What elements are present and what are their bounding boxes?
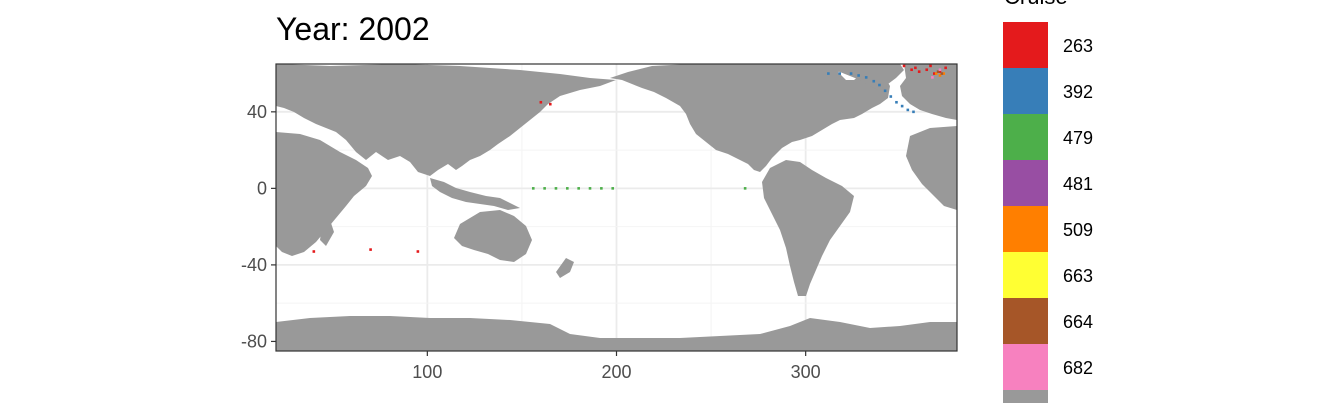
- land-japan: [484, 96, 502, 122]
- track-point-509: [942, 72, 946, 75]
- track-point-263: [933, 72, 936, 75]
- track-point-263: [539, 100, 543, 104]
- track-point-479: [588, 187, 592, 190]
- legend-swatch: [1003, 344, 1048, 390]
- track-point-263: [369, 248, 372, 251]
- track-point-392: [857, 74, 860, 77]
- track-point-479: [543, 187, 546, 190]
- track-point-263: [925, 68, 929, 72]
- track-point-479: [566, 187, 569, 190]
- track-point-664: [936, 70, 940, 73]
- legend-label: 479: [1063, 128, 1093, 148]
- land-australia: [454, 210, 532, 262]
- legend-label: 663: [1063, 266, 1093, 286]
- legend-swatch: [1003, 390, 1048, 408]
- track-point-682: [931, 76, 934, 79]
- track-point-263: [917, 70, 921, 73]
- track-point-263: [944, 66, 947, 70]
- track-point-263: [929, 64, 932, 68]
- legend-swatch: [1003, 114, 1048, 160]
- y-tick-label: -40: [241, 255, 267, 275]
- track-point-392: [878, 83, 881, 87]
- land-madagascar: [320, 220, 334, 246]
- y-tick-label: 40: [247, 102, 267, 122]
- land-north-america: [610, 64, 890, 172]
- track-point-263: [910, 68, 913, 72]
- y-tick-label: 0: [257, 178, 267, 198]
- track-point-392: [864, 76, 868, 79]
- x-tick-label: 300: [791, 362, 821, 382]
- track-point-392: [872, 79, 876, 83]
- track-point-263: [938, 70, 942, 73]
- land-greenland: [822, 64, 904, 90]
- land-eurasia: [276, 64, 616, 176]
- legend-swatch: [1003, 22, 1048, 68]
- track-point-479: [577, 187, 580, 190]
- track-point-479: [600, 187, 603, 190]
- legend-label: 664: [1063, 312, 1093, 332]
- track-point-479: [743, 187, 747, 190]
- land-south-america: [762, 160, 854, 296]
- track-point-263: [902, 64, 906, 68]
- land-masses: [276, 64, 957, 351]
- land-africa: [276, 132, 372, 256]
- legend-swatch: [1003, 160, 1048, 206]
- track-point-509: [934, 72, 938, 75]
- track-point-479: [611, 187, 615, 190]
- land-africa-west: [906, 126, 957, 210]
- grid-lines: [276, 64, 957, 351]
- track-point-392: [906, 108, 910, 112]
- track-point-664: [940, 72, 944, 75]
- land-antarctica: [276, 316, 957, 351]
- land-indonesia: [430, 178, 520, 210]
- track-point-479: [554, 187, 558, 190]
- track-point-263: [548, 102, 552, 106]
- legend: Cruise 263 392 479 481 509 663 664 682: [1003, 0, 1093, 408]
- track-point-682: [938, 68, 942, 72]
- legend-label: 481: [1063, 174, 1093, 194]
- legend-swatch: [1003, 206, 1048, 252]
- y-tick-label: -80: [241, 331, 267, 351]
- map-panel: [276, 64, 957, 351]
- track-point-263: [312, 250, 316, 253]
- land-europe-west: [900, 64, 957, 120]
- track-point-509: [938, 74, 942, 77]
- chart-title: Year: 2002: [276, 11, 430, 47]
- x-tick-label: 100: [412, 362, 442, 382]
- track-point-392: [912, 110, 915, 114]
- legend-label: 509: [1063, 220, 1093, 240]
- legend-label: 392: [1063, 82, 1093, 102]
- legend-label: 682: [1063, 358, 1093, 378]
- x-tick-label: 200: [601, 362, 631, 382]
- track-point-392: [900, 104, 904, 108]
- legend-swatch: [1003, 298, 1048, 344]
- track-point-392: [895, 100, 898, 104]
- track-point-392: [889, 95, 893, 98]
- legend-swatch: [1003, 252, 1048, 298]
- y-axis: 40 0 -40 -80: [241, 102, 276, 351]
- cruise-tracks: [312, 64, 947, 253]
- track-point-263: [416, 250, 420, 253]
- track-point-392: [838, 72, 842, 75]
- land-new-zealand: [556, 258, 574, 278]
- x-axis: 100 200 300: [412, 351, 821, 382]
- track-point-263: [914, 66, 917, 70]
- legend-swatch: [1003, 68, 1048, 114]
- legend-label: 263: [1063, 36, 1093, 56]
- track-point-392: [827, 72, 830, 75]
- track-point-392: [849, 72, 853, 75]
- legend-title: Cruise: [1004, 0, 1068, 9]
- track-point-479: [531, 187, 535, 190]
- track-point-392: [883, 89, 887, 93]
